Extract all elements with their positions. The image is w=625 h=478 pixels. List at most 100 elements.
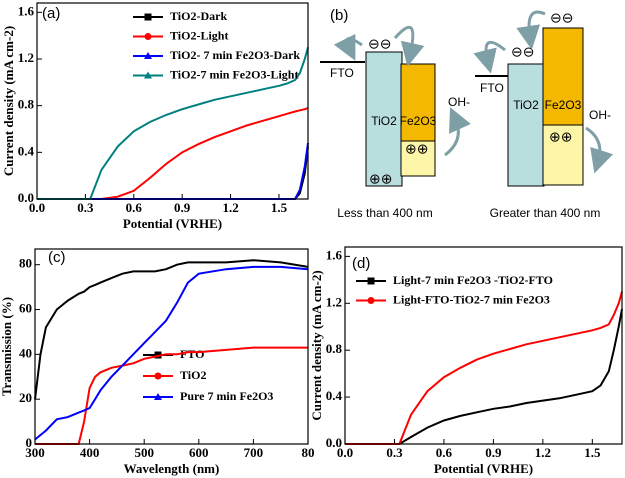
series-line xyxy=(345,291,623,445)
x-tick-label: 1.5 xyxy=(584,445,601,460)
x-tick-label: 0.3 xyxy=(386,445,403,460)
legend-marker xyxy=(144,33,152,40)
legend-label: TiO2-7 min Fe2O3-Light xyxy=(170,67,298,81)
x-tick-label: 400 xyxy=(80,445,100,460)
legend-label: Light-7 min Fe2O3 -TiO2-FTO xyxy=(393,273,553,287)
series-line xyxy=(37,107,309,200)
legend-label: TiO2- 7 min Fe2O3-Dark xyxy=(170,48,300,62)
y-tick-label: 1.2 xyxy=(326,294,342,309)
legend-label: FTO xyxy=(180,347,204,361)
y-tick-label: 80 xyxy=(19,256,32,271)
y-tick-label: 1.2 xyxy=(18,50,34,65)
x-tick-label: 500 xyxy=(134,445,154,460)
y-tick-label: 60 xyxy=(19,301,32,316)
arrow xyxy=(585,126,614,174)
y-axis-label: Current density (mA cm-2) xyxy=(309,270,324,420)
panel-label: (c) xyxy=(48,249,66,266)
x-tick-label: 80 xyxy=(302,445,315,460)
panel-label: (d) xyxy=(352,255,370,272)
fto-label: FTO xyxy=(330,66,354,80)
holes: ⊕⊕ xyxy=(549,129,572,145)
series-line xyxy=(37,146,309,200)
holes: ⊕⊕ xyxy=(405,141,428,157)
x-axis-label: Potential (VRHE) xyxy=(434,461,533,476)
fe2o3-box xyxy=(400,63,436,142)
x-tick-label: 300 xyxy=(25,445,45,460)
oh-label: OH- xyxy=(448,95,470,109)
holes: ⊕⊕ xyxy=(369,171,392,187)
legend-marker xyxy=(144,13,152,21)
x-tick-label: 1.2 xyxy=(222,200,238,215)
y-tick-label: 0.8 xyxy=(326,341,343,356)
fe2o3-label: Fe2O3 xyxy=(400,114,437,128)
plot-frame xyxy=(344,246,623,445)
x-axis-label: Wavelength (nm) xyxy=(124,461,220,476)
plot-frame xyxy=(36,2,309,200)
x-tick-label: 1.5 xyxy=(271,200,288,215)
y-tick-label: 0.4 xyxy=(326,388,343,403)
x-tick-label: 600 xyxy=(189,445,209,460)
x-tick-label: 0.9 xyxy=(485,445,502,460)
legend-label: TiO2-Dark xyxy=(170,9,227,23)
fe2o3-label: Fe2O3 xyxy=(545,98,582,112)
y-tick-label: 1.6 xyxy=(326,247,343,262)
fe2o3-vb xyxy=(542,124,584,186)
y-tick-label: 0.4 xyxy=(18,143,35,158)
y-tick-label: 1.6 xyxy=(18,3,35,18)
electrons: ⊖⊖ xyxy=(550,10,573,26)
legend-marker xyxy=(367,277,375,285)
legend-label: Pure 7 min Fe2O3 xyxy=(180,389,273,403)
legend-marker xyxy=(154,393,162,400)
plot-frame xyxy=(34,248,309,445)
arrow xyxy=(444,107,471,157)
x-tick-label: 700 xyxy=(244,445,264,460)
y-tick-label: 40 xyxy=(19,345,32,360)
caption: Greater than 400 nm xyxy=(490,206,601,220)
y-tick-label: 0.0 xyxy=(18,190,34,205)
fto-label: FTO xyxy=(480,81,504,95)
legend-label: TiO2-Light xyxy=(170,28,228,42)
panel-label: (b) xyxy=(330,7,348,24)
y-axis-label: Transmission (%) xyxy=(0,297,14,396)
diagram: (b) FTO ⊖⊖ TiO2 Fe2O3 ⊕⊕ ⊕⊕ OH- Less tha… xyxy=(320,7,614,220)
x-tick-label: 0.3 xyxy=(77,200,94,215)
fe2o3-vb xyxy=(400,140,436,177)
oh-label: OH- xyxy=(589,108,611,122)
x-tick-label: 0.0 xyxy=(29,200,45,215)
caption: Less than 400 nm xyxy=(337,206,432,220)
arrow xyxy=(473,40,506,74)
series-line xyxy=(345,308,623,445)
fe2o3-box xyxy=(542,27,584,126)
series-line xyxy=(37,47,309,200)
legend-label: TiO2 xyxy=(180,368,206,382)
x-tick-label: 1.2 xyxy=(535,445,551,460)
tio2-label: TiO2 xyxy=(371,114,397,128)
electrons: ⊖⊖ xyxy=(368,36,391,52)
x-tick-label: 0.6 xyxy=(126,200,143,215)
y-tick-label: 20 xyxy=(19,390,32,405)
panel-label: (a) xyxy=(42,5,60,22)
y-axis-label: Current density (mA cm-2) xyxy=(1,26,16,176)
tio2-box xyxy=(507,63,545,187)
series-line xyxy=(37,142,309,200)
legend-label: Light-FTO-TiO2-7 min Fe2O3 xyxy=(393,292,550,306)
x-tick-label: 0.6 xyxy=(436,445,453,460)
series-line xyxy=(34,259,309,400)
arrow xyxy=(516,10,546,50)
x-tick-label: 0.0 xyxy=(337,445,353,460)
legend-marker xyxy=(154,372,162,380)
legend-marker xyxy=(144,52,152,59)
legend-marker xyxy=(367,297,375,304)
arrow xyxy=(393,25,425,67)
arrow xyxy=(333,33,363,61)
y-tick-label: 0.8 xyxy=(18,97,35,112)
tio2-label: TiO2 xyxy=(513,98,539,112)
legend-marker xyxy=(144,71,152,79)
x-axis-label: Potential (VRHE) xyxy=(123,216,222,231)
y-tick-label: 0 xyxy=(26,435,33,450)
series-line xyxy=(34,265,309,441)
y-tick-label: 0.0 xyxy=(326,435,342,450)
electrons: ⊖⊖ xyxy=(511,44,534,60)
x-tick-label: 0.9 xyxy=(174,200,191,215)
